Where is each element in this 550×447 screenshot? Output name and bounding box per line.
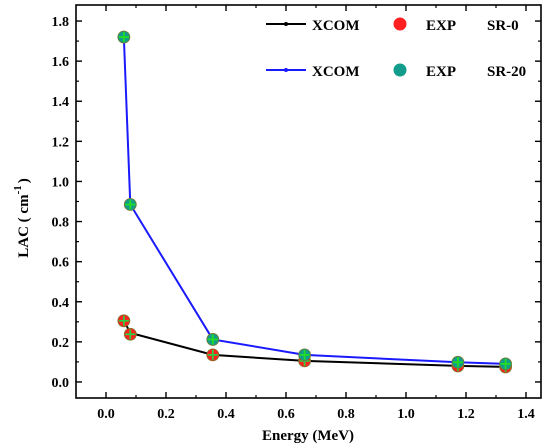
plot-frame	[75, 4, 542, 399]
y-tick-label: 0.8	[52, 216, 70, 231]
legend-point-label: EXP	[426, 18, 456, 34]
x-tick-label: 1.0	[397, 407, 415, 422]
y-tick-label: 0.6	[52, 256, 70, 271]
y-tick-label: 1.2	[52, 135, 70, 150]
x-tick-label: 0.2	[157, 407, 175, 422]
legend-group-label: SR-0	[487, 18, 519, 34]
legend-group-label: SR-20	[487, 64, 526, 80]
y-axis-title: LAC ( cm-1)	[12, 178, 32, 258]
series-line-sr-0	[122, 320, 506, 368]
legend-row-sr-20: XCOM EXP SR-20	[266, 63, 526, 80]
y-tick-label: 1.8	[52, 15, 70, 30]
x-tick-label: 1.2	[457, 407, 475, 422]
legend-point-label: EXP	[426, 64, 456, 80]
data-point-sr-0	[206, 348, 220, 362]
x-tick-label: 0.8	[337, 407, 355, 422]
y-axis-title-close: )	[16, 178, 32, 183]
x-tick-label: 0.0	[97, 407, 115, 422]
data-point-sr-20	[117, 30, 131, 44]
legend-line-label: XCOM	[312, 18, 360, 34]
y-tick-label: 0.2	[52, 336, 70, 351]
data-point-sr-20	[499, 357, 513, 371]
y-axis-title-sup: -1	[12, 185, 24, 194]
x-axis-title: Energy (MeV)	[262, 428, 354, 444]
legend-line-node	[284, 68, 288, 72]
data-point-sr-20	[298, 348, 312, 362]
series-line-sr-20	[122, 37, 506, 365]
data-point-sr-20	[123, 198, 137, 211]
y-tick-label: 1.6	[52, 55, 70, 70]
y-tick-label: 1.0	[52, 175, 70, 190]
y-axis-title-main: LAC ( cm	[16, 194, 32, 258]
legend-row-sr-0: XCOM EXP SR-0	[266, 17, 519, 34]
data-point-sr-20	[206, 333, 220, 346]
x-tick-label: 0.4	[217, 407, 235, 422]
data-point-sr-0	[117, 314, 131, 328]
svg-text:LAC ( cm-1): LAC ( cm-1)	[12, 178, 32, 258]
legend-line-node	[284, 22, 288, 26]
y-tick-label: 1.4	[52, 95, 70, 110]
data-point-sr-20	[451, 355, 465, 369]
legend-point-swatch	[393, 63, 407, 77]
y-tick-label: 0.4	[52, 296, 70, 311]
legend-point-swatch	[393, 17, 407, 31]
legend-line-label: XCOM	[312, 64, 360, 80]
data-point-sr-0	[123, 327, 137, 341]
y-tick-label: 0.0	[52, 376, 70, 391]
x-tick-label: 1.4	[517, 407, 535, 422]
x-tick-label: 0.6	[277, 407, 295, 422]
